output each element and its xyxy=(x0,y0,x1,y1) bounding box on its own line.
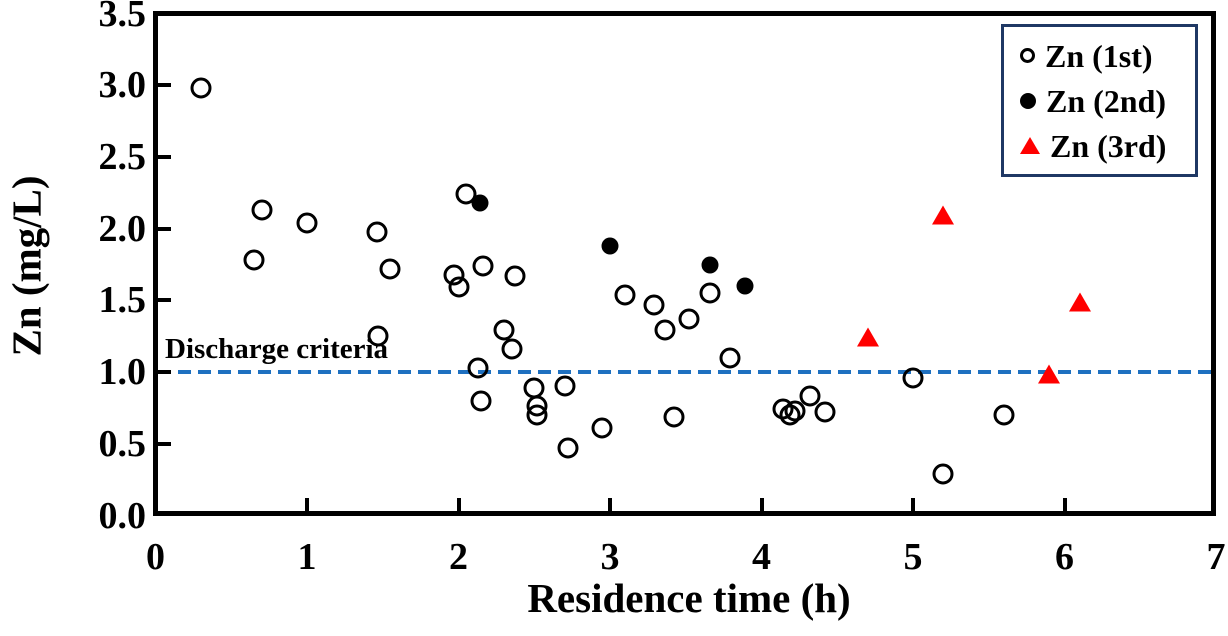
data-point-zn-1st xyxy=(367,325,389,347)
data-point-zn-2nd xyxy=(471,194,489,212)
legend-item-zn-1st: Zn (1st) xyxy=(1020,40,1195,72)
x-tick xyxy=(305,498,309,511)
x-tick xyxy=(456,498,461,511)
legend-item-zn-2nd: Zn (2nd) xyxy=(1020,85,1195,117)
x-tick-label: 0 xyxy=(146,536,165,578)
data-point-zn-2nd xyxy=(736,277,754,295)
y-tick-label: 0.5 xyxy=(98,422,147,465)
data-point-zn-1st xyxy=(643,294,665,316)
x-tick-label: 2 xyxy=(449,536,468,578)
legend-label-zn-2nd: Zn (2nd) xyxy=(1046,82,1167,119)
data-point-zn-1st xyxy=(190,77,212,99)
data-point-zn-1st xyxy=(814,401,836,423)
data-point-zn-1st xyxy=(678,308,700,330)
y-tick-label: 2.0 xyxy=(98,207,147,250)
y-tick-label: 1.5 xyxy=(98,279,147,322)
data-point-zn-1st xyxy=(554,375,576,397)
data-point-zn-3rd xyxy=(932,205,955,225)
data-point-zn-1st xyxy=(784,400,806,422)
data-point-zn-1st xyxy=(591,417,613,439)
data-point-zn-1st xyxy=(902,367,924,389)
y-tick xyxy=(158,441,171,446)
x-axis-title: Residence time (h) xyxy=(527,575,851,621)
data-point-zn-1st xyxy=(654,319,676,341)
y-tick-label: 0.0 xyxy=(98,494,147,537)
y-tick xyxy=(158,83,171,88)
triangle-icon xyxy=(1020,137,1040,154)
data-point-zn-3rd xyxy=(1068,292,1091,312)
y-tick xyxy=(158,298,171,303)
data-point-zn-1st xyxy=(467,357,489,379)
discharge-criteria-line xyxy=(158,370,1216,375)
x-tick-label: 3 xyxy=(600,536,620,578)
data-point-zn-1st xyxy=(663,406,685,428)
data-point-zn-1st xyxy=(557,437,579,459)
y-tick xyxy=(158,370,171,375)
y-tick xyxy=(158,226,171,231)
data-point-zn-1st xyxy=(493,319,515,341)
x-tick-label: 7 xyxy=(1206,536,1226,578)
data-point-zn-1st xyxy=(699,282,721,304)
data-point-zn-1st xyxy=(455,183,477,205)
y-axis-title: Zn (mg/L) xyxy=(3,175,50,357)
filled-circle-icon xyxy=(1020,92,1036,109)
legend-item-zn-3rd: Zn (3rd) xyxy=(1020,130,1195,162)
data-point-zn-1st xyxy=(296,212,318,234)
data-point-zn-1st xyxy=(251,199,273,221)
data-point-zn-1st xyxy=(379,258,401,280)
data-point-zn-1st xyxy=(501,338,523,360)
data-point-zn-1st xyxy=(614,284,636,306)
x-tick-label: 6 xyxy=(1055,536,1074,578)
data-point-zn-1st xyxy=(526,404,548,426)
data-point-zn-1st xyxy=(993,404,1015,426)
data-point-zn-1st xyxy=(366,221,388,242)
data-point-zn-1st xyxy=(932,463,954,485)
x-tick-label: 4 xyxy=(752,536,771,578)
data-point-zn-3rd xyxy=(856,327,879,347)
x-tick xyxy=(608,498,612,511)
open-circle-icon xyxy=(1020,48,1035,63)
data-point-zn-1st xyxy=(504,265,526,287)
x-tick-label: 5 xyxy=(903,536,923,578)
legend: Zn (1st) Zn (2nd) Zn (3rd) xyxy=(1001,24,1198,177)
data-point-zn-1st xyxy=(470,390,492,412)
legend-label-zn-1st: Zn (1st) xyxy=(1045,37,1153,74)
x-tick-label: 1 xyxy=(297,536,317,578)
x-tick xyxy=(1062,498,1067,511)
data-point-zn-1st xyxy=(472,255,494,277)
data-point-zn-1st xyxy=(799,385,821,407)
data-point-zn-1st xyxy=(719,347,741,369)
y-tick xyxy=(158,154,171,159)
y-tick-label: 3.5 xyxy=(98,0,147,35)
y-tick-label: 1.0 xyxy=(98,351,147,394)
data-point-zn-1st xyxy=(448,276,469,298)
discharge-criteria-label: Discharge criteria xyxy=(165,333,389,365)
x-tick xyxy=(911,498,915,511)
data-point-zn-3rd xyxy=(1038,364,1061,384)
legend-label-zn-3rd: Zn (3rd) xyxy=(1050,127,1167,164)
data-point-zn-2nd xyxy=(601,237,619,255)
y-tick-label: 2.5 xyxy=(98,135,147,178)
data-point-zn-1st xyxy=(243,249,265,271)
x-tick xyxy=(759,498,764,511)
data-point-zn-2nd xyxy=(701,256,719,273)
y-tick-label: 3.0 xyxy=(98,64,147,107)
